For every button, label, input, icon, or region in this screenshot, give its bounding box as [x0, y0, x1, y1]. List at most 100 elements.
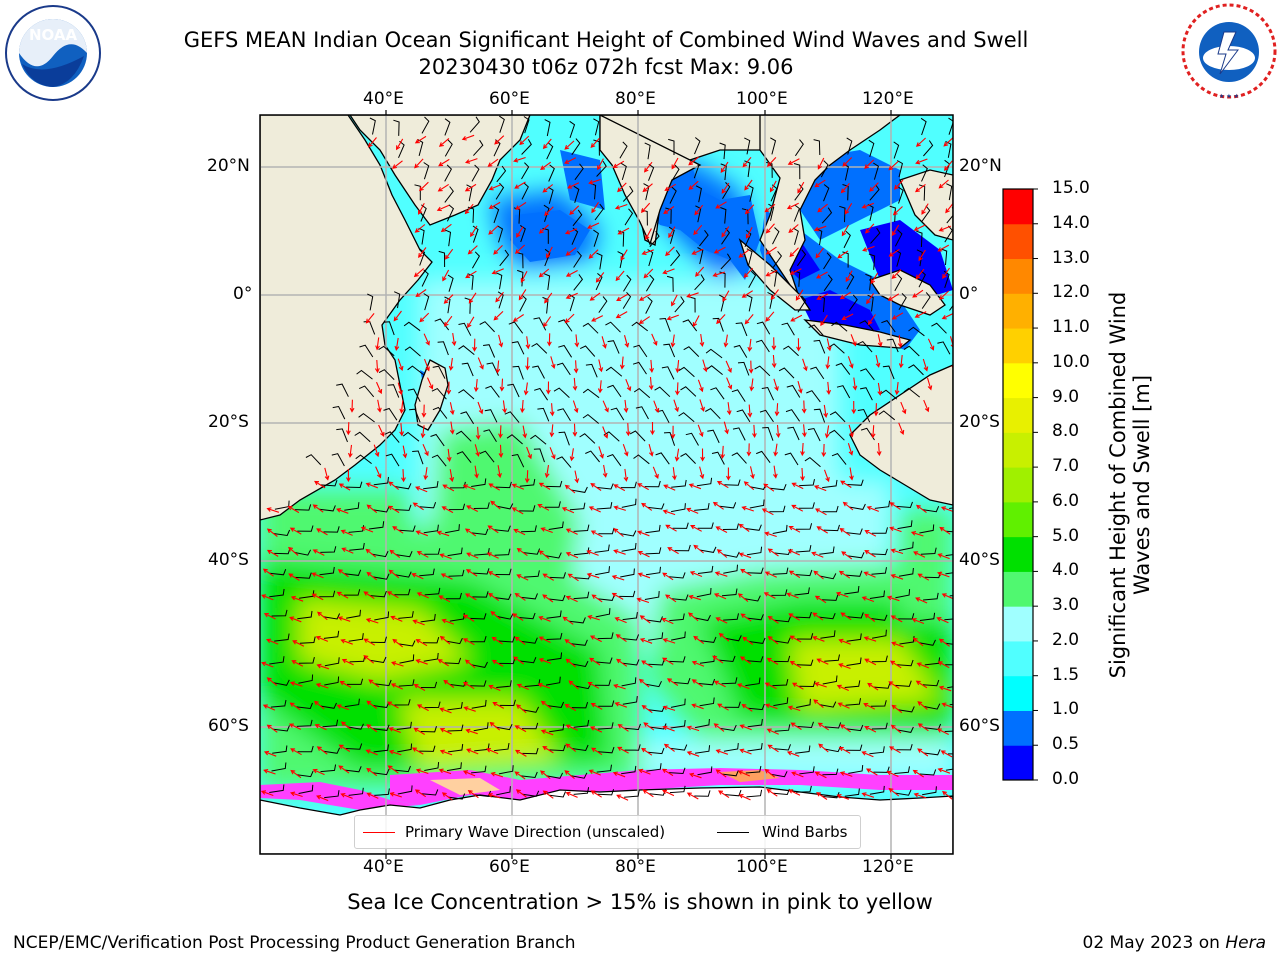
wave-direction-arrow — [936, 728, 949, 735]
wave-direction-arrow — [662, 789, 675, 797]
wind-barb — [828, 343, 845, 354]
wind-barb — [372, 724, 390, 731]
wave-direction-arrow — [691, 703, 704, 710]
wind-barb — [945, 664, 953, 666]
wave-direction-arrow — [749, 466, 755, 480]
wave-direction-arrow — [414, 789, 427, 798]
wave-direction-arrow — [862, 245, 875, 252]
wind-barb — [546, 142, 554, 160]
wave-direction-arrow — [414, 158, 424, 169]
wind-barb — [916, 230, 923, 248]
wave-direction-arrow — [839, 528, 851, 537]
wave-direction-arrow — [375, 381, 383, 395]
wave-direction-arrow — [910, 531, 924, 537]
wind-barb — [549, 791, 566, 798]
wave-direction-arrow — [913, 224, 926, 231]
wind-barb — [749, 499, 765, 509]
wave-direction-arrow — [544, 465, 550, 479]
wind-barb — [923, 703, 941, 710]
wind-barb — [437, 341, 449, 356]
wave-direction-arrow — [688, 612, 699, 622]
wave-direction-arrow — [764, 703, 778, 710]
wind-barb — [430, 433, 445, 447]
wind-barb — [479, 321, 495, 333]
wind-barb — [898, 541, 914, 551]
wind-barb — [493, 139, 501, 157]
wind-barb — [471, 478, 487, 487]
wind-barb — [823, 252, 832, 270]
wave-direction-arrow — [943, 160, 953, 171]
wave-direction-arrow — [443, 679, 455, 688]
wave-direction-arrow — [641, 660, 653, 668]
wave-direction-arrow — [741, 290, 753, 298]
wave-direction-arrow — [511, 483, 525, 490]
wind-barb — [496, 786, 511, 796]
wave-direction-arrow — [415, 658, 428, 665]
wave-direction-arrow — [764, 531, 777, 538]
wave-direction-arrow — [288, 546, 299, 556]
wave-direction-arrow — [637, 572, 651, 579]
wind-barb — [869, 184, 880, 201]
wind-barb — [744, 229, 752, 248]
wind-barb — [521, 771, 538, 779]
wind-barb — [869, 785, 885, 795]
wave-direction-arrow — [565, 743, 577, 752]
wind-barb — [820, 160, 829, 178]
wind-barb — [493, 205, 500, 224]
wave-direction-arrow — [572, 400, 579, 414]
wave-direction-arrow — [945, 202, 953, 214]
wind-barb — [519, 294, 527, 312]
wind-barb — [620, 568, 635, 578]
wind-barb — [269, 656, 285, 665]
wave-direction-arrow — [802, 424, 807, 438]
wind-barb — [597, 789, 615, 796]
wave-direction-arrow — [721, 182, 730, 194]
wind-barb — [720, 253, 732, 270]
wind-barb — [347, 678, 364, 685]
wind-barb — [769, 484, 787, 491]
wind-barb — [432, 406, 448, 419]
wave-direction-arrow — [861, 202, 874, 209]
wave-direction-arrow — [491, 636, 503, 645]
wave-direction-arrow — [363, 655, 375, 664]
wave-direction-arrow — [767, 548, 779, 557]
wind-barb — [705, 407, 721, 420]
wind-barb — [570, 772, 588, 779]
wave-direction-arrow — [795, 289, 804, 301]
wave-direction-arrow — [665, 246, 675, 257]
wind-barb — [705, 348, 723, 359]
wave-direction-arrow — [849, 467, 854, 481]
wind-barb — [831, 452, 847, 465]
wind-barb — [497, 291, 504, 309]
wind-barb — [321, 480, 338, 487]
wave-direction-arrow — [775, 424, 781, 439]
wave-direction-arrow — [616, 293, 628, 301]
wave-direction-arrow — [814, 508, 827, 516]
wave-direction-arrow — [816, 293, 829, 300]
wind-barb — [370, 590, 387, 598]
wind-barb — [467, 273, 474, 290]
wave-direction-arrow — [864, 550, 876, 558]
wind-barb — [543, 273, 551, 290]
wind-barb — [682, 319, 698, 332]
wave-direction-arrow — [865, 768, 878, 776]
wind-barb — [418, 227, 425, 245]
wave-direction-arrow — [738, 249, 750, 258]
wind-barb — [644, 480, 661, 488]
wave-direction-arrow — [688, 180, 699, 190]
wind-barb — [598, 296, 608, 313]
wave-direction-arrow — [316, 795, 329, 802]
wind-barb — [893, 141, 900, 159]
wave-direction-arrow — [686, 792, 699, 800]
wind-barb — [393, 291, 401, 309]
wind-barb — [746, 546, 763, 556]
wave-direction-arrow — [915, 504, 927, 514]
wave-direction-arrow — [538, 615, 551, 622]
wave-direction-arrow — [564, 704, 577, 712]
wind-barb — [319, 590, 336, 598]
wave-direction-arrow — [420, 425, 426, 439]
wind-barb — [712, 317, 724, 332]
wave-direction-arrow — [665, 594, 677, 603]
wind-barb — [323, 630, 340, 639]
wave-direction-arrow — [715, 526, 728, 533]
